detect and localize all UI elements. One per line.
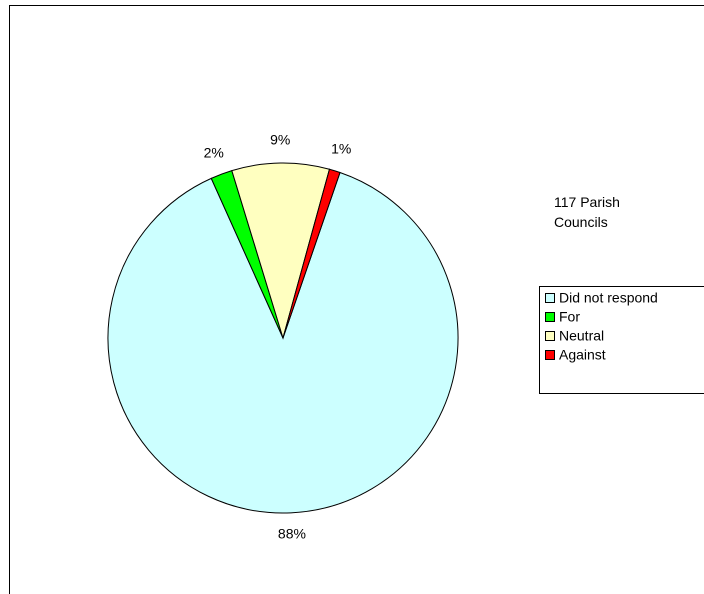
legend-swatch — [545, 331, 555, 341]
legend-swatch — [545, 293, 555, 303]
data-label: 88% — [278, 526, 306, 542]
frame — [9, 5, 704, 594]
legend-label: Neutral — [559, 328, 604, 344]
legend-box — [539, 286, 704, 394]
legend-swatch — [545, 312, 555, 322]
legend-swatch — [545, 350, 555, 360]
data-label: 1% — [331, 141, 351, 157]
pie-slice — [231, 162, 331, 340]
legend-label: Did not respond — [559, 290, 658, 306]
data-label: 9% — [270, 132, 290, 148]
pie-slice — [282, 168, 341, 339]
data-label: 2% — [204, 144, 224, 160]
pie-slice — [107, 171, 459, 514]
legend-label: For — [559, 309, 580, 325]
chart-title: 117 Parish Councils — [554, 194, 620, 230]
legend-label: Against — [559, 347, 606, 363]
